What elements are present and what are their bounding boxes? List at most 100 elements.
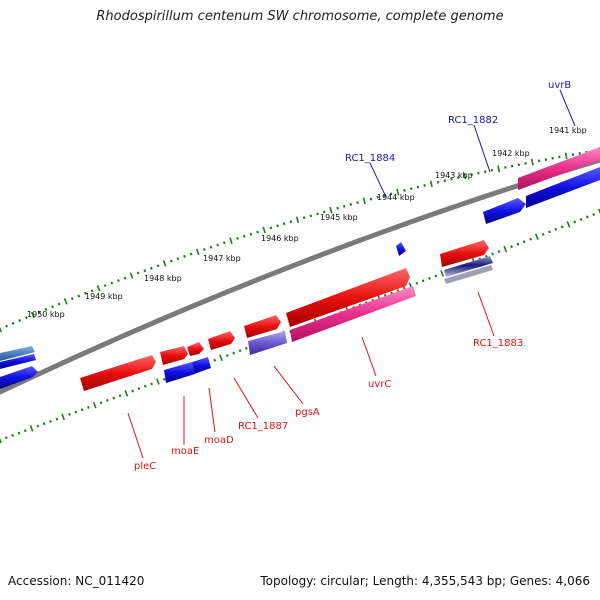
minor-tick — [117, 279, 120, 283]
minor-tick — [143, 384, 147, 388]
minor-tick — [322, 210, 326, 214]
minor-tick — [87, 405, 90, 409]
gene-label-RC1_1882[interactable]: RC1_1882 — [448, 115, 498, 126]
gene-RC1_1884-arrow[interactable] — [396, 242, 406, 256]
gene-label-pgsA[interactable]: pgsA — [295, 407, 320, 418]
major-tick — [92, 401, 97, 409]
minor-tick — [443, 179, 446, 183]
minor-tick — [44, 307, 48, 311]
minor-tick — [150, 382, 153, 386]
gene-pleC-arrow[interactable] — [80, 355, 156, 391]
minor-tick — [376, 195, 379, 199]
gene-RC1_1887-arrow[interactable] — [208, 331, 235, 350]
minor-tick — [55, 417, 59, 421]
minor-tick — [415, 281, 419, 285]
major-tick — [124, 390, 129, 397]
kbp-label: 1950 kbp — [27, 310, 65, 319]
minor-tick — [74, 410, 78, 414]
minor-tick — [11, 321, 15, 325]
minor-tick — [242, 234, 246, 238]
minor-tick — [143, 269, 147, 273]
minor-tick — [238, 349, 242, 353]
gene-label-moaE[interactable]: moaE — [171, 446, 199, 457]
minor-tick — [84, 291, 87, 295]
minor-tick — [5, 324, 8, 328]
minor-tick — [11, 433, 14, 437]
minor-tick — [24, 316, 28, 320]
minor-tick — [483, 170, 487, 174]
minor-tick — [51, 305, 54, 309]
gene-label-pleC[interactable]: pleC — [134, 461, 156, 472]
gene-RC1_1883-feature[interactable] — [440, 240, 493, 284]
accession-text: Accession: NC_011420 — [8, 574, 145, 588]
gene-moaE-feature[interactable] — [160, 346, 195, 383]
kbp-label: 1945 kbp — [320, 213, 358, 222]
minor-tick — [77, 294, 81, 298]
gene-label-RC1_1883[interactable]: RC1_1883 — [473, 338, 523, 349]
minor-tick — [236, 236, 239, 240]
gene-left-edge-feature[interactable] — [0, 346, 38, 389]
minor-tick — [57, 302, 61, 306]
minor-tick — [49, 419, 52, 423]
minor-tick — [176, 257, 180, 261]
minor-tick — [256, 230, 259, 234]
gene-pgsA-cds[interactable] — [248, 331, 287, 355]
minor-tick — [244, 346, 248, 350]
major-tick — [195, 248, 200, 256]
gene-moaD-feature[interactable] — [187, 342, 211, 374]
minor-tick — [42, 422, 46, 426]
gene-uvrC-feature[interactable] — [286, 268, 416, 342]
minor-tick — [249, 232, 253, 236]
minor-tick — [592, 213, 596, 216]
major-tick — [229, 237, 233, 244]
gene-uvrB-feature[interactable] — [518, 147, 600, 208]
minor-tick — [554, 227, 558, 231]
gene-pgsA-arrow[interactable] — [244, 315, 281, 338]
minor-tick — [579, 217, 583, 221]
major-tick — [0, 327, 3, 333]
major-tick — [503, 245, 508, 253]
minor-tick — [544, 158, 548, 161]
minor-tick — [522, 240, 526, 244]
kbp-label: 1941 kbp — [549, 126, 587, 135]
minor-tick — [529, 237, 532, 241]
major-tick — [0, 437, 2, 444]
gene-label-RC1_1887[interactable]: RC1_1887 — [238, 421, 288, 432]
minor-tick — [289, 220, 293, 224]
minor-tick — [383, 194, 386, 197]
major-tick — [429, 180, 433, 188]
minor-tick — [162, 377, 166, 381]
major-tick — [566, 221, 571, 228]
minor-tick — [80, 408, 84, 412]
gene-label-RC1_1884[interactable]: RC1_1884 — [345, 153, 395, 164]
gene-label-uvrC[interactable]: uvrC — [368, 379, 391, 390]
outer-tick-ring — [0, 146, 600, 333]
kbp-label: 1943 kbp — [435, 171, 473, 180]
kbp-label: 1944 kbp — [377, 193, 415, 202]
gene-label-uvrB[interactable]: uvrB — [548, 80, 571, 91]
minor-tick — [103, 284, 107, 288]
genome-backbone — [0, 157, 600, 395]
minor-tick — [450, 177, 453, 181]
minor-tick — [36, 424, 40, 428]
minor-tick — [516, 242, 520, 246]
topology-text: Topology: circular; Length: 4,355,543 bp… — [260, 574, 590, 588]
minor-tick — [491, 252, 495, 256]
minor-tick — [123, 276, 127, 280]
gene-label-moaD[interactable]: moaD — [204, 435, 234, 446]
major-tick — [362, 197, 366, 205]
minor-tick — [349, 203, 353, 206]
gene-RC1_1882-arrow[interactable] — [483, 198, 526, 224]
minor-tick — [342, 204, 346, 208]
minor-tick — [585, 215, 589, 219]
minor-tick — [90, 289, 94, 293]
minor-tick — [316, 212, 319, 216]
major-tick — [598, 208, 600, 215]
minor-tick — [213, 358, 217, 362]
minor-tick — [428, 276, 431, 280]
minor-tick — [183, 254, 186, 258]
minor-tick — [403, 189, 406, 192]
minor-tick — [504, 166, 507, 169]
minor-tick — [136, 271, 140, 275]
